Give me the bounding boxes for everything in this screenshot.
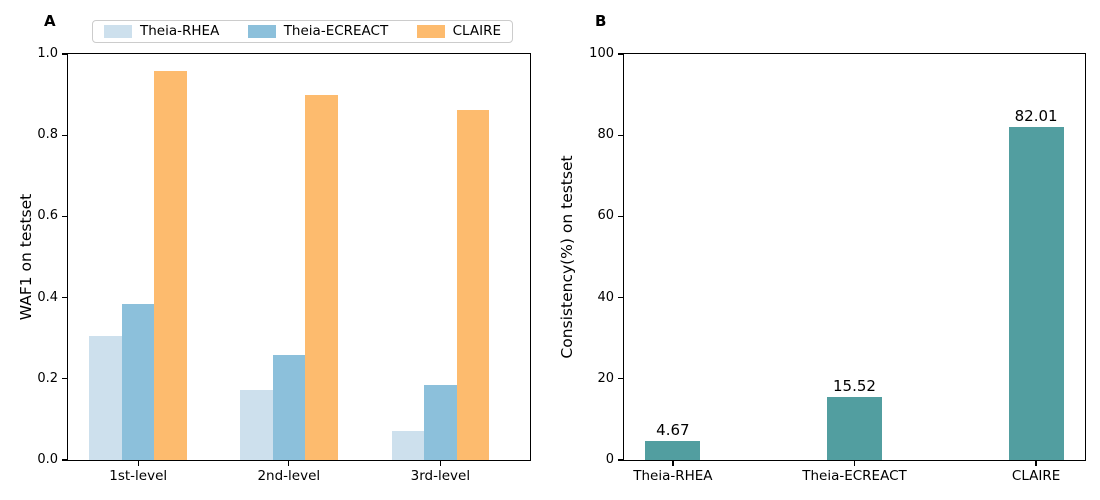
legend-swatch	[104, 25, 132, 38]
x-tick-mark	[288, 460, 290, 466]
bar-value-label: 4.67	[656, 421, 690, 440]
y-tick-mark	[61, 215, 67, 218]
legend-label: Theia-ECREACT	[283, 23, 389, 39]
x-tick-mark	[672, 460, 674, 466]
bar-claire	[305, 95, 338, 460]
legend-entry-claire: CLAIRE	[416, 23, 501, 39]
bar-consistency-	[827, 397, 882, 460]
legend-label: CLAIRE	[452, 23, 501, 39]
bar-value-label: 15.52	[833, 376, 876, 395]
y-tick-label: 100	[589, 46, 614, 61]
y-tick-mark	[617, 459, 623, 461]
y-tick-mark	[61, 296, 67, 299]
panel-b-letter: B	[595, 12, 607, 30]
x-tick-label: Theia-RHEA	[633, 468, 713, 484]
y-tick-mark	[617, 378, 623, 380]
panel-b-y-axis-label: Consistency(%) on testset	[558, 155, 576, 359]
panel-a-y-axis-label: WAF1 on testset	[17, 193, 35, 321]
legend-swatch	[247, 25, 276, 38]
y-tick-label: 0.8	[37, 127, 58, 143]
y-tick-mark	[61, 378, 67, 380]
x-tick-label: 3rd-level	[410, 468, 471, 484]
y-tick-label: 0	[605, 452, 614, 467]
panel-a-plot-area: 0.0 0.2 0.4 0.6 0.8 1.0 1st-level 2nd-level 3rd-…	[37, 46, 531, 484]
x-tick-label: 2nd-level	[257, 468, 321, 484]
bar-claire	[456, 110, 490, 460]
panel-a-letter: A	[44, 12, 56, 30]
y-tick-label: 1.0	[37, 46, 58, 61]
legend-entry-theia-ecreact: Theia-ECREACT	[247, 23, 389, 39]
y-tick-label: 60	[597, 208, 614, 224]
legend: Theia-RHEA Theia-ECREACT CLAIRE	[92, 20, 513, 43]
y-tick-mark	[617, 296, 623, 299]
y-tick-mark	[61, 134, 67, 136]
y-tick-mark	[617, 53, 623, 55]
y-tick-label: 20	[597, 370, 614, 386]
y-tick-label: 0.2	[37, 370, 58, 386]
bar-theia-ecreact	[424, 384, 457, 460]
bar-theia-rhea	[391, 430, 425, 460]
y-tick-label: 0.6	[37, 208, 58, 224]
y-tick-label: 40	[597, 289, 614, 305]
x-tick-mark	[439, 460, 442, 466]
x-tick-mark	[853, 460, 856, 466]
bar-theia-ecreact	[121, 303, 155, 460]
legend-entry-theia-rhea: Theia-RHEA	[104, 23, 220, 39]
bar-theia-ecreact	[272, 355, 306, 460]
bar-consistency-	[1008, 127, 1064, 460]
bar-value-label: 82.01	[1014, 107, 1058, 126]
y-tick-mark	[617, 134, 623, 136]
bar-claire	[154, 71, 187, 460]
x-tick-label: CLAIRE	[1011, 468, 1061, 484]
y-tick-mark	[61, 459, 67, 461]
y-tick-label: 0.0	[37, 452, 58, 467]
y-tick-mark	[617, 215, 623, 218]
legend-label: Theia-RHEA	[140, 23, 220, 39]
bar-theia-rhea	[89, 336, 122, 460]
y-tick-mark	[61, 53, 67, 55]
x-tick-mark	[137, 460, 139, 466]
bar-theia-rhea	[240, 390, 273, 460]
x-tick-label: 1st-level	[109, 468, 168, 484]
y-tick-label: 0.4	[37, 289, 58, 305]
y-tick-label: 80	[597, 127, 614, 143]
legend-swatch	[416, 25, 445, 38]
x-tick-mark	[1035, 460, 1037, 466]
bar-consistency-	[645, 441, 701, 460]
x-tick-label: Theia-ECREACT	[802, 468, 907, 484]
panel-b-plot-area: 0 20 40 60 80 100 Theia-RHEA Theia-ECREACT CLAIR…	[589, 46, 1086, 484]
